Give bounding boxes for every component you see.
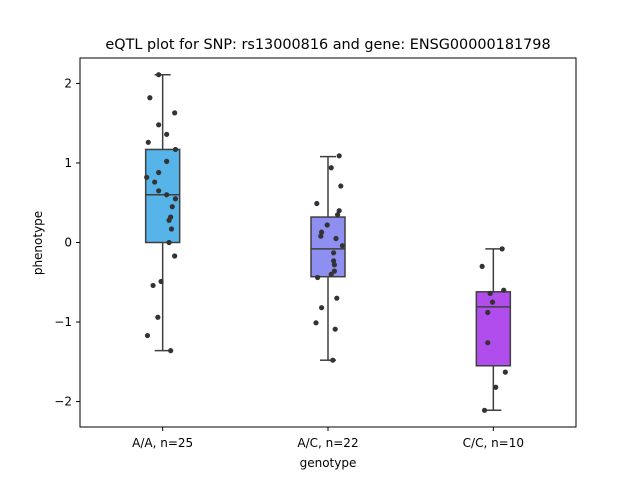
data-point <box>145 139 151 145</box>
data-point <box>499 246 505 252</box>
data-point <box>164 131 170 137</box>
data-point <box>339 243 345 249</box>
data-point <box>172 253 178 259</box>
data-point <box>166 217 172 223</box>
data-point <box>485 340 491 346</box>
data-point <box>493 384 499 390</box>
data-point <box>332 326 338 332</box>
data-point <box>172 110 178 116</box>
data-point <box>156 122 162 128</box>
data-point <box>144 332 151 339</box>
data-point <box>335 212 341 218</box>
data-point <box>331 258 337 264</box>
x-tick-label: A/C, n=22 <box>297 436 358 450</box>
data-point <box>334 295 340 301</box>
data-point <box>158 278 164 285</box>
iqr-box <box>475 291 512 367</box>
data-point <box>164 158 170 164</box>
data-point <box>155 314 161 320</box>
y-tick-label: −2 <box>54 395 72 409</box>
y-tick-label: 2 <box>64 76 72 90</box>
data-point <box>156 169 162 176</box>
x-tick-label: A/A, n=25 <box>132 436 193 450</box>
data-point <box>336 208 342 214</box>
box-group <box>144 72 181 354</box>
plot-area <box>144 72 512 413</box>
data-point <box>485 309 491 316</box>
data-point <box>168 226 175 232</box>
data-point <box>336 153 342 159</box>
y-tick-label: 1 <box>64 156 72 170</box>
data-point <box>319 305 325 311</box>
data-point <box>172 146 179 153</box>
data-point <box>333 235 339 242</box>
data-point <box>331 262 337 268</box>
data-point <box>481 407 488 413</box>
data-point <box>502 369 508 375</box>
data-point <box>144 174 150 180</box>
data-point <box>338 183 344 189</box>
data-point <box>164 192 170 198</box>
data-point <box>172 196 179 202</box>
data-point <box>315 274 321 281</box>
data-point <box>489 299 496 305</box>
data-point <box>318 233 324 239</box>
y-axis-label: phenotype <box>31 211 45 275</box>
y-tick-label: 0 <box>64 236 72 250</box>
data-point <box>147 95 153 101</box>
data-point <box>313 320 319 326</box>
data-point <box>324 222 330 228</box>
data-point <box>487 290 493 296</box>
data-point <box>479 263 485 269</box>
data-point <box>331 250 337 256</box>
iqr-box <box>144 148 181 244</box>
data-point <box>319 229 325 235</box>
data-point <box>328 165 334 171</box>
y-tick-label: −1 <box>54 315 72 329</box>
data-point <box>501 287 507 293</box>
data-point <box>166 239 172 246</box>
data-point <box>150 282 156 289</box>
data-point <box>169 204 175 210</box>
box-group <box>310 153 346 363</box>
x-axis-label: genotype <box>300 456 357 470</box>
box-group <box>475 246 512 413</box>
data-point <box>152 179 158 185</box>
data-point <box>331 268 337 274</box>
data-point <box>156 72 162 78</box>
data-point <box>328 271 334 277</box>
data-point <box>168 348 174 354</box>
data-point <box>330 357 336 363</box>
chart-title: eQTL plot for SNP: rs13000816 and gene: … <box>105 37 550 53</box>
x-tick-label: C/C, n=10 <box>463 436 524 450</box>
data-point <box>314 200 320 207</box>
data-point <box>156 188 162 194</box>
